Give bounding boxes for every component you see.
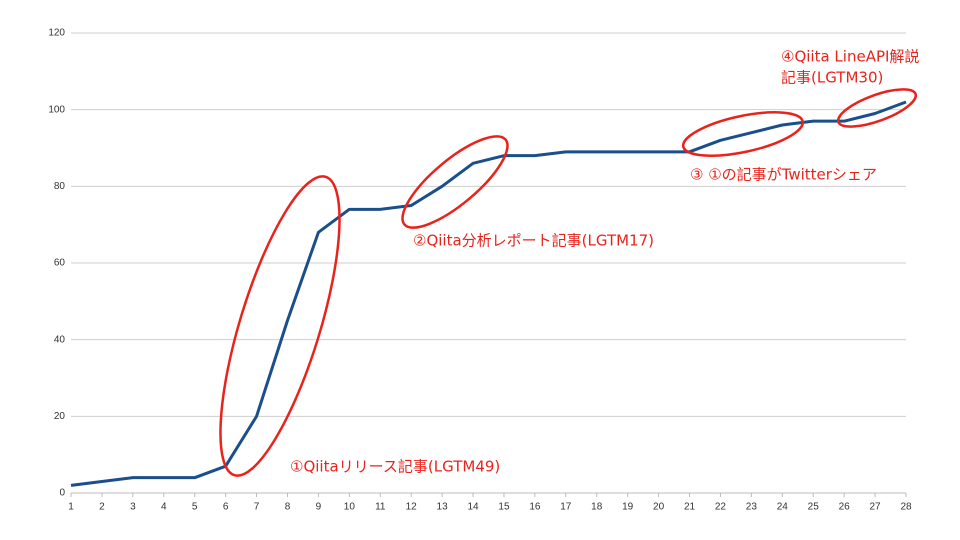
x-tick-label: 19 [622,502,634,513]
annotation-text: 記事(LGTM30) [781,69,883,87]
x-tick-label: 18 [591,502,603,513]
annotation-text: ②Qiita分析レポート記事(LGTM17) [413,232,654,250]
x-tick-label: 16 [529,502,541,513]
x-tick-label: 23 [746,502,758,513]
x-tick-label: 25 [808,502,820,513]
annotation-text: ①Qiitaリリース記事(LGTM49) [290,458,500,476]
x-tick-label: 26 [839,502,851,513]
annotation-text: ③ ①の記事がTwitterシェア [690,166,877,184]
x-tick-label: 27 [870,502,882,513]
y-tick-label: 60 [54,258,66,269]
x-tick-label: 22 [715,502,727,513]
x-tick-label: 8 [285,502,291,513]
y-tick-label: 80 [54,181,66,192]
x-tick-label: 6 [223,502,229,513]
x-tick-label: 11 [375,502,386,513]
annotation-text: ④Qiita LineAPI解説 [781,48,919,66]
y-tick-label: 0 [59,488,65,499]
y-tick-label: 20 [54,411,66,422]
annotation-ellipse [681,111,805,157]
x-tick-label: 3 [130,502,136,513]
y-tick-label: 120 [48,28,65,39]
annotation-ellipse [401,135,509,229]
x-tick-label: 15 [498,502,510,513]
x-tick-label: 28 [900,502,912,513]
x-tick-label: 12 [406,502,418,513]
y-tick-label: 40 [54,334,66,345]
x-tick-label: 7 [254,502,260,513]
x-tick-label: 2 [99,502,105,513]
x-tick-label: 10 [344,502,356,513]
x-tick-label: 21 [684,502,696,513]
x-tick-label: 17 [560,502,572,513]
x-tick-label: 13 [437,502,449,513]
y-tick-label: 100 [48,104,65,115]
annotation-ellipse [219,175,341,477]
series-line [70,100,907,487]
x-tick-label: 14 [467,502,479,513]
x-tick-label: 5 [192,502,198,513]
x-tick-label: 20 [653,502,665,513]
x-tick-label: 24 [777,502,789,513]
x-tick-label: 9 [316,502,322,513]
x-tick-label: 1 [68,502,74,513]
annotation-ellipse [836,88,918,128]
x-tick-label: 4 [161,502,167,513]
